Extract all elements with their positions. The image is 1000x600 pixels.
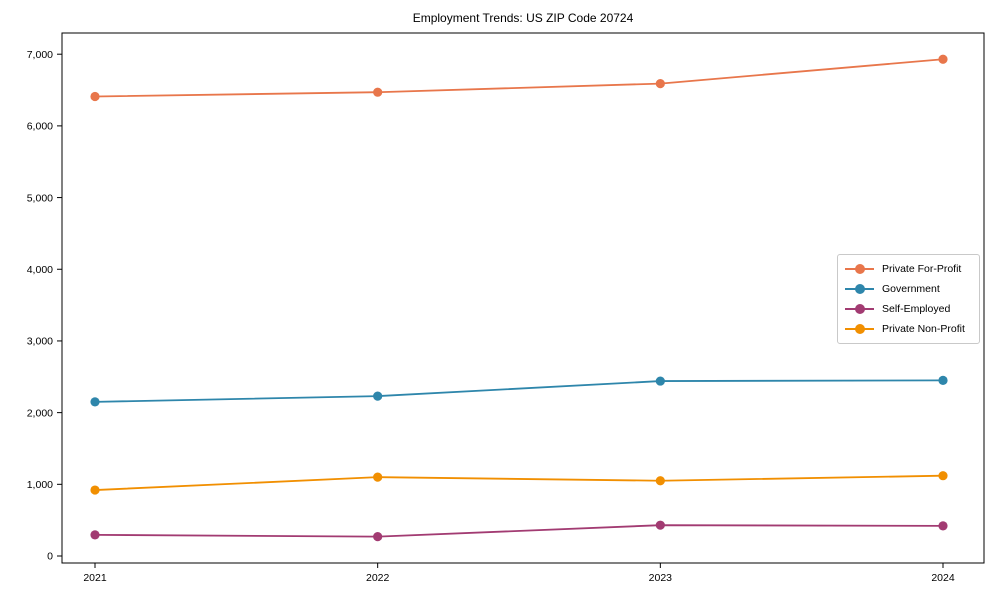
data-point [655,476,665,486]
y-tick-label: 7,000 [27,49,53,61]
data-point [938,54,948,64]
legend-line-marker-icon [845,264,874,274]
data-point [655,78,665,89]
y-tick-label: 2,000 [27,407,53,419]
legend-label: Self-Employed [882,303,951,315]
plot-border [61,32,985,564]
chart-title: Employment Trends: US ZIP Code 20724 [412,11,634,25]
legend-item: Government [845,280,972,299]
x-tick-label: 2022 [366,572,390,584]
data-point [90,530,100,540]
data-point [373,391,383,401]
data-point [373,532,383,542]
series-line-private-non-profit [94,474,944,491]
legend-item: Private Non-Profit [845,320,972,339]
legend-label: Private Non-Profit [882,323,965,335]
legend-line-marker-icon [845,324,874,334]
legend: Private For-Profit Government Self-Employe… [837,254,980,344]
data-point [90,485,100,495]
y-tick-label: 3,000 [27,336,53,348]
legend-line-marker-icon [845,284,874,294]
legend-item: Self-Employed [845,300,972,319]
x-tick-label: 2023 [649,572,673,584]
data-point [655,376,665,386]
y-tick-label: 4,000 [27,264,53,276]
data-point [938,471,948,481]
x-tick-label: 2024 [931,572,955,584]
legend-line-marker-icon [845,304,874,314]
y-tick-label: 6,000 [27,121,53,133]
data-point [373,472,383,482]
y-tick-label: 0 [47,551,53,563]
data-point [938,521,948,531]
x-tick-label: 2021 [83,572,107,584]
legend-label: Government [882,283,940,295]
data-point [90,397,100,407]
data-point [938,375,948,385]
series-line-self-employed [94,524,944,538]
legend-label: Private For-Profit [882,263,962,275]
data-point [373,87,383,97]
data-point [655,520,665,530]
data-point [90,91,100,102]
series-line-government [94,379,944,403]
y-tick-label: 5,000 [27,192,53,204]
series-line-private-for-profit [94,58,944,98]
legend-item: Private For-Profit [845,260,972,279]
y-tick-label: 1,000 [27,479,53,491]
